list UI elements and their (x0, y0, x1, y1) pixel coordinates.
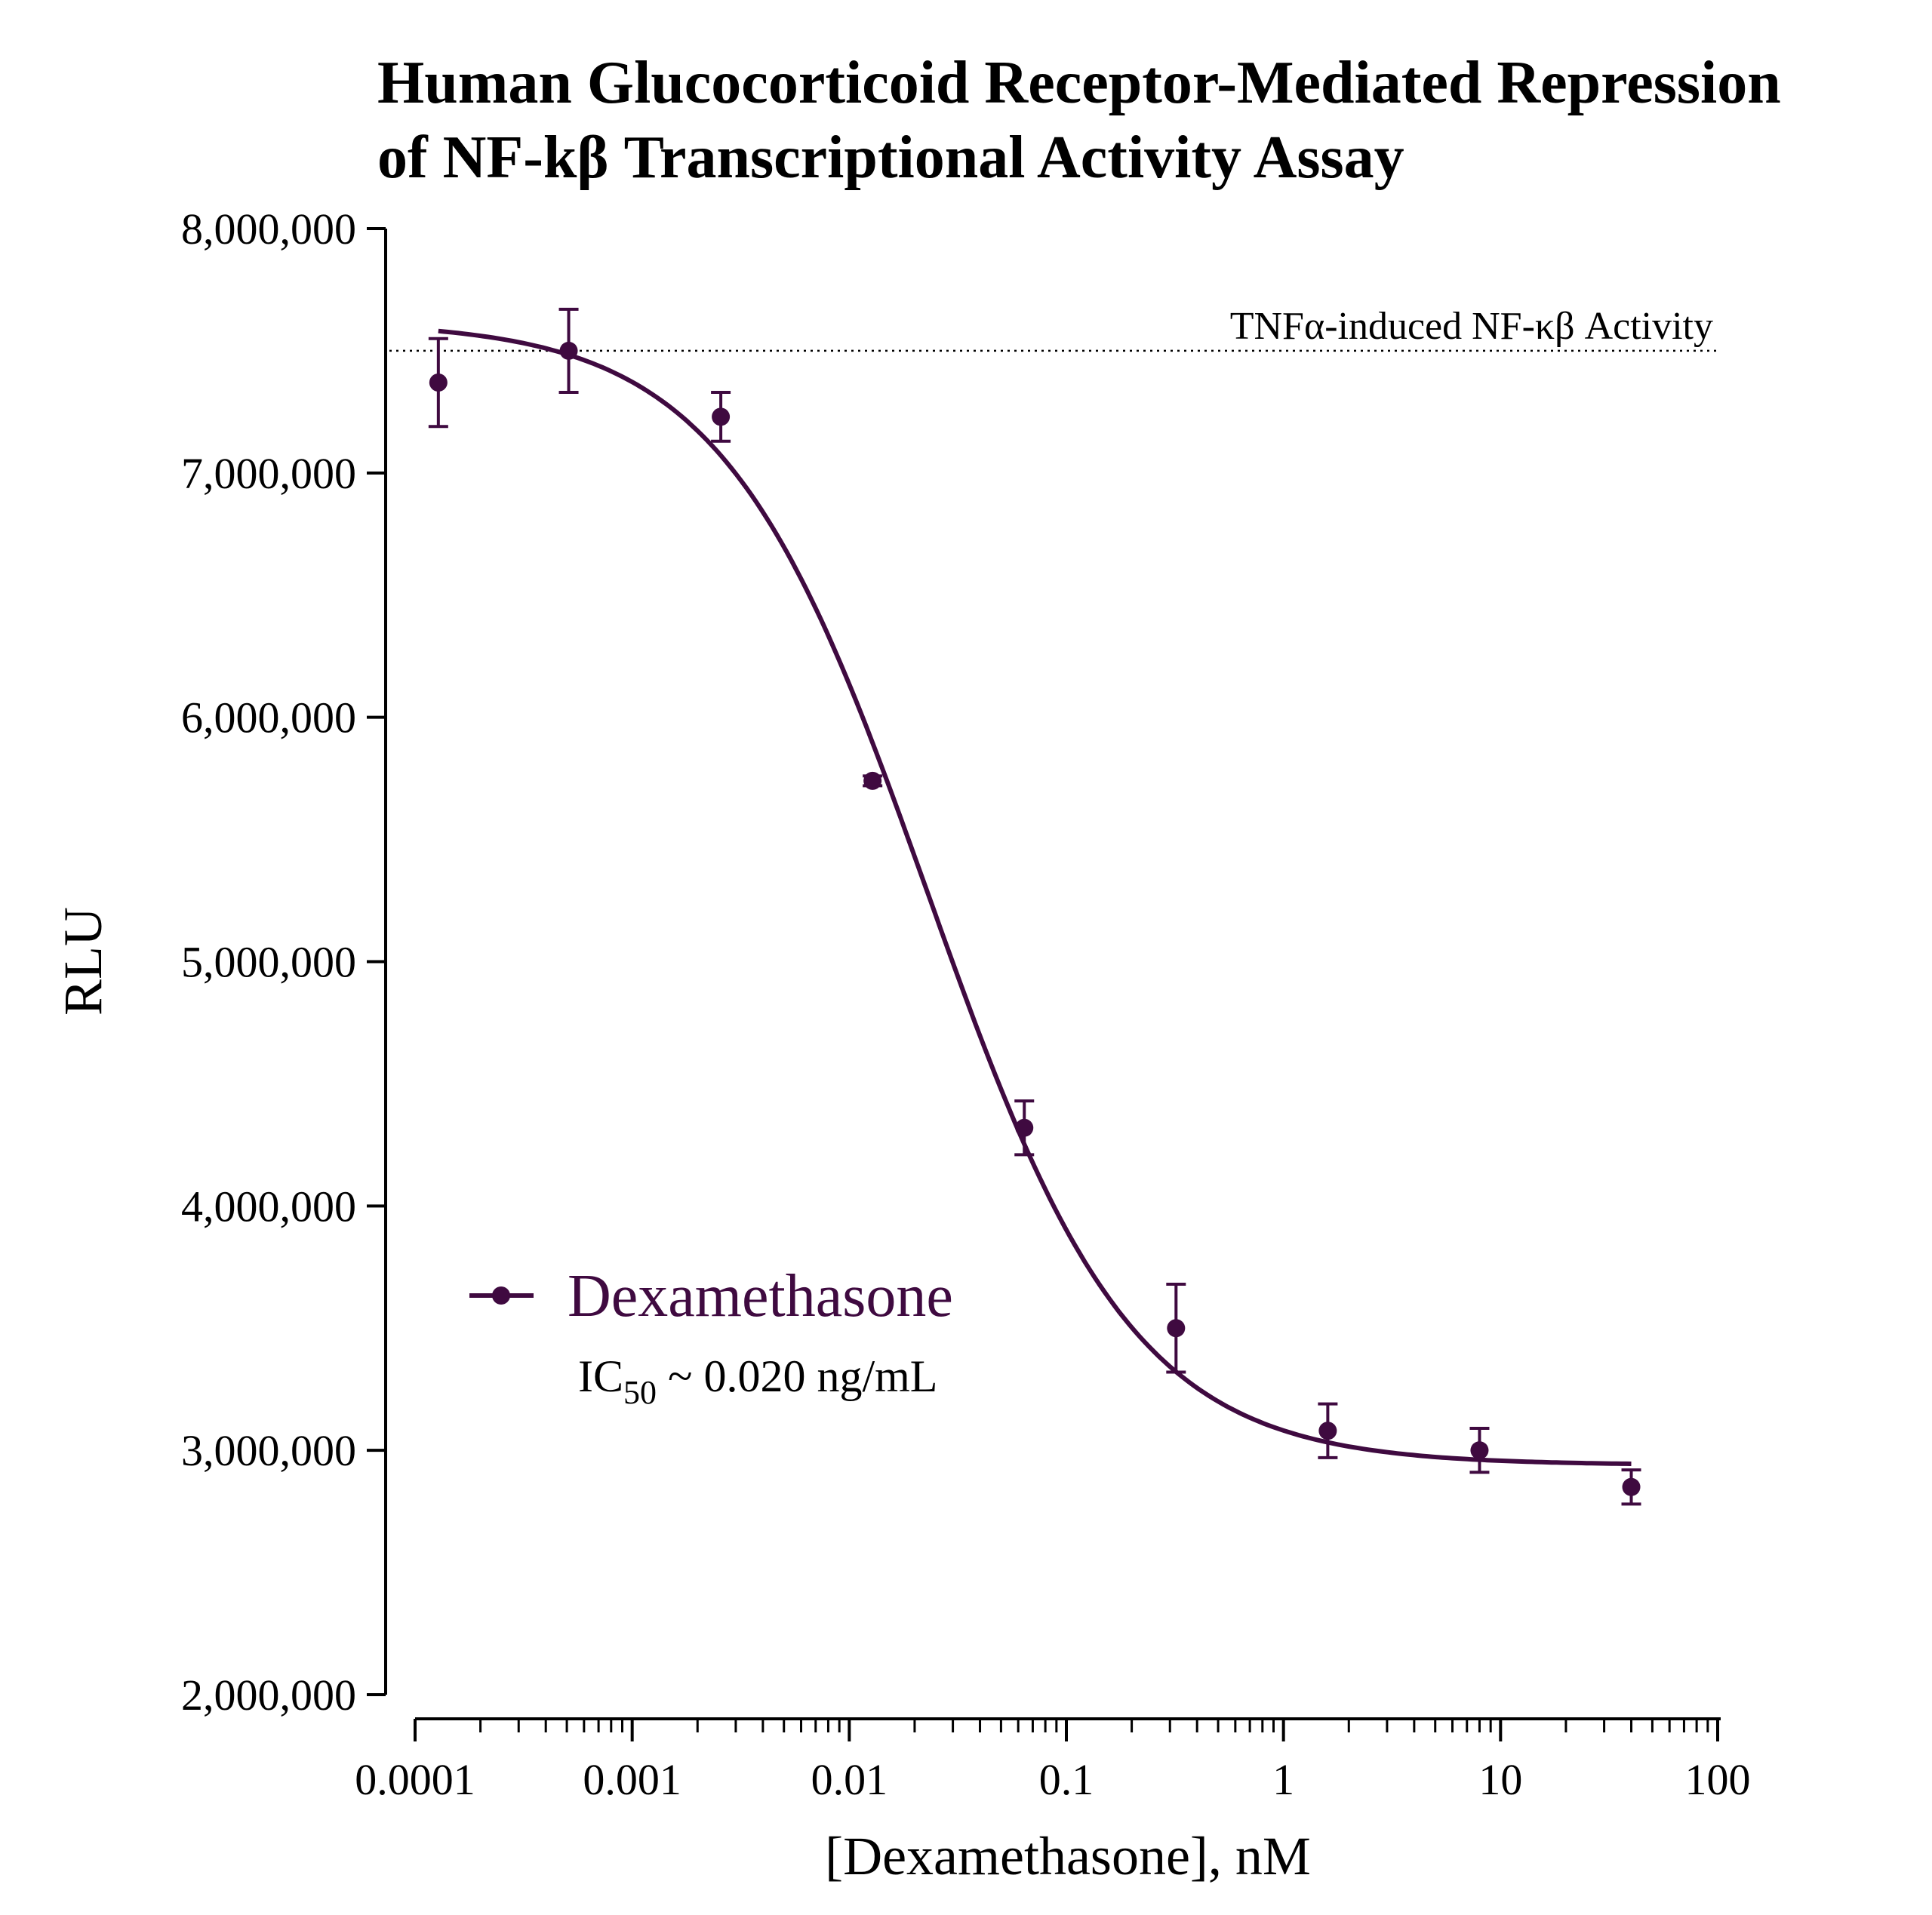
x-tick-label: 0.01 (811, 1755, 888, 1804)
legend-label: Dexamethasone (568, 1263, 953, 1329)
data-point-group (1014, 1099, 1035, 1157)
data-point-group (558, 307, 579, 394)
data-point (712, 407, 731, 426)
ic50-annotation: IC50 ~ 0.020 ng/mL (578, 1351, 937, 1411)
y-tick-label: 6,000,000 (181, 693, 356, 742)
data-point-group (711, 390, 731, 443)
x-tick-label: 1 (1272, 1755, 1294, 1804)
x-tick-label: 0.1 (1039, 1755, 1094, 1804)
x-tick-label: 0.0001 (355, 1755, 475, 1804)
data-points (428, 307, 1641, 1506)
ic50-subscript: 50 (623, 1374, 657, 1411)
y-axis-ticks: 2,000,000 3,000,000 4,000,000 5,000,000 6,00… (181, 204, 386, 1720)
legend: Dexamethasone (469, 1263, 953, 1329)
x-tick-label: 10 (1478, 1755, 1522, 1804)
y-tick-label: 7,000,000 (181, 449, 356, 498)
ic50-prefix: IC (578, 1351, 623, 1401)
fit-curve (438, 328, 1632, 1466)
x-tick-label: 100 (1685, 1755, 1751, 1804)
data-point (429, 373, 448, 392)
data-point (1167, 1319, 1186, 1338)
reference-line-label: TNFα-induced NF-κβ Activity (1230, 305, 1713, 348)
chart-title-line-2: of NF-kβ Transcriptional Activity Assay (377, 124, 1404, 191)
y-tick-label: 5,000,000 (181, 938, 356, 987)
x-axis-ticks: 0.0001 0.001 0.01 0.1 1 10 100 (355, 1719, 1751, 1804)
ic50-suffix: ~ 0.020 ng/mL (657, 1351, 937, 1401)
data-point-group (1621, 1468, 1641, 1506)
y-tick-label: 3,000,000 (181, 1426, 356, 1475)
reference-line-group: TNFα-induced NF-κβ Activity (389, 305, 1718, 352)
data-point-group (428, 337, 448, 429)
y-tick-label: 8,000,000 (181, 204, 356, 254)
x-tick-label: 0.001 (583, 1755, 681, 1804)
chart-title-line-1: Human Glucocorticoid Receptor-Mediated R… (377, 50, 1781, 116)
x-axis-label: [Dexamethasone], nM (825, 1826, 1311, 1886)
data-point-group (1318, 1402, 1338, 1459)
data-point-group (1469, 1427, 1490, 1474)
y-tick-label: 2,000,000 (181, 1671, 356, 1720)
data-point (1622, 1477, 1641, 1496)
data-point (1015, 1118, 1034, 1137)
data-point (1470, 1441, 1489, 1460)
data-point-group (863, 771, 883, 790)
legend-marker-dot (492, 1286, 510, 1305)
y-tick-label: 4,000,000 (181, 1182, 356, 1231)
chart-title: Human Glucocorticoid Receptor-Mediated R… (377, 50, 1781, 191)
data-point (1318, 1422, 1337, 1440)
data-point (863, 771, 882, 790)
data-point (559, 341, 578, 360)
data-point-group (1166, 1282, 1186, 1374)
y-axis-label: RLU (53, 907, 113, 1016)
